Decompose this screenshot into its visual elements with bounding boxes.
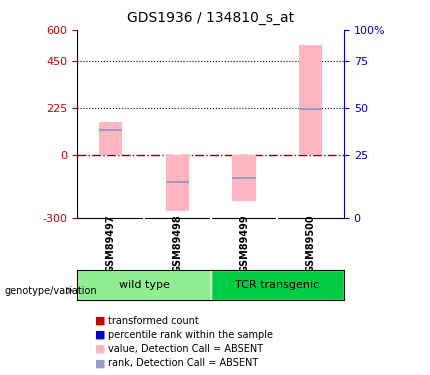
Bar <box>166 155 189 211</box>
Text: GSM89499: GSM89499 <box>239 214 249 273</box>
Text: ■: ■ <box>95 358 105 368</box>
Text: ■: ■ <box>95 344 105 354</box>
Bar <box>232 155 256 201</box>
Title: GDS1936 / 134810_s_at: GDS1936 / 134810_s_at <box>127 11 294 25</box>
FancyBboxPatch shape <box>77 270 211 300</box>
Text: ■: ■ <box>95 330 105 340</box>
Bar <box>166 181 189 183</box>
Text: value, Detection Call = ABSENT: value, Detection Call = ABSENT <box>108 344 263 354</box>
Text: GSM89498: GSM89498 <box>172 214 182 273</box>
Text: ■: ■ <box>95 316 105 326</box>
Bar <box>299 108 322 110</box>
Text: GSM89500: GSM89500 <box>306 214 316 273</box>
Text: rank, Detection Call = ABSENT: rank, Detection Call = ABSENT <box>108 358 258 368</box>
Bar <box>299 45 322 155</box>
Bar <box>99 122 123 155</box>
FancyBboxPatch shape <box>211 270 344 300</box>
Text: wild type: wild type <box>119 280 169 290</box>
Text: transformed count: transformed count <box>108 316 198 326</box>
Text: percentile rank within the sample: percentile rank within the sample <box>108 330 273 340</box>
Bar <box>99 129 123 131</box>
Bar <box>232 177 256 179</box>
Text: GSM89497: GSM89497 <box>106 214 116 273</box>
Text: TCR transgenic: TCR transgenic <box>235 280 319 290</box>
Text: genotype/variation: genotype/variation <box>4 286 97 296</box>
